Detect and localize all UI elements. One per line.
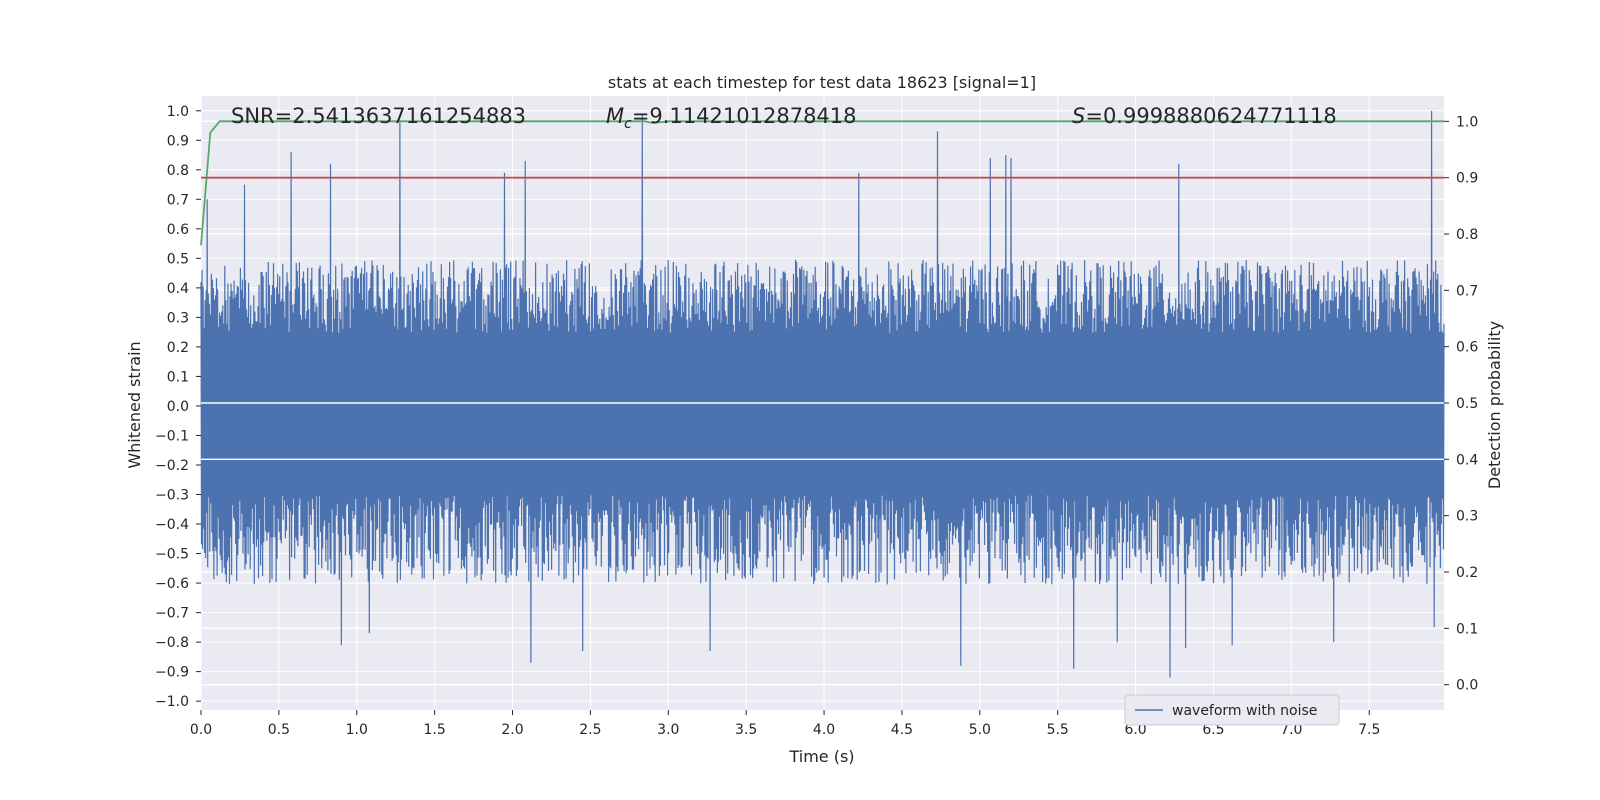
y2-axis-label: Detection probability (1485, 321, 1504, 489)
x-tick-label: 6.0 (1124, 722, 1146, 738)
y-tick-label: 0.3 (167, 310, 189, 326)
waveform-series (200, 110, 1445, 678)
waveform-line (200, 110, 1445, 678)
chart-title: stats at each timestep for test data 186… (608, 73, 1036, 92)
x-tick-label: 0.5 (268, 722, 290, 738)
x-tick-label: 3.0 (657, 722, 679, 738)
x-tick-label: 3.5 (735, 722, 757, 738)
y2-tick-label: 0.0 (1456, 678, 1478, 694)
y2-tick-label: 0.4 (1456, 452, 1478, 468)
y-tick-label: −0.3 (155, 488, 189, 504)
x-tick-label: 7.0 (1280, 722, 1302, 738)
x-tick-label: 5.0 (969, 722, 991, 738)
x-tick-label: 6.5 (1202, 722, 1224, 738)
x-tick-label: 2.5 (579, 722, 601, 738)
probability-series (200, 120, 1444, 246)
y-tick-label: −0.1 (155, 428, 189, 444)
x-tick-label: 5.5 (1047, 722, 1069, 738)
x-axis-ticks: 0.0 0.5 1.0 1.5 2.0 2.5 3.0 3.5 4.0 4.5 5.0 5.5 6.0 6… (190, 710, 1380, 738)
y-tick-label: 0.5 (167, 251, 189, 267)
y2-tick-label: 0.7 (1456, 283, 1478, 299)
y2-tick-label: 0.6 (1456, 340, 1478, 356)
y-axis-label: Whitened strain (125, 341, 144, 468)
y-tick-label: −0.8 (155, 635, 189, 651)
y-tick-label: 0.0 (167, 399, 189, 415)
y2-tick-label: 0.3 (1456, 509, 1478, 525)
legend: waveform with noise (1124, 694, 1340, 726)
y-tick-label: −1.0 (155, 694, 189, 710)
y-tick-label: 0.6 (167, 222, 189, 238)
x-tick-label: 4.5 (891, 722, 913, 738)
y-tick-label: 0.2 (167, 340, 189, 356)
y-tick-label: −0.4 (155, 517, 189, 533)
y-tick-label: 0.8 (167, 163, 189, 179)
x-tick-label: 1.5 (424, 722, 446, 738)
chirp-mass-annotation: Mc=9.11421012878418 (606, 104, 857, 132)
legend-box (1124, 694, 1340, 726)
chirp-mass-subscript: c (624, 116, 632, 132)
x-tick-label: 4.0 (813, 722, 835, 738)
score-symbol: S (1072, 104, 1085, 128)
detection-probability-line (200, 120, 1444, 246)
y2-tick-label: 0.2 (1456, 565, 1478, 581)
y-tick-label: −0.6 (155, 576, 189, 592)
score-annotation: S=0.9998880624771118 (1072, 104, 1337, 128)
waveform-dense-band (201, 346, 1444, 489)
y-tick-label: −0.5 (155, 547, 189, 563)
y2-tick-label: 0.9 (1456, 171, 1478, 187)
snr-annotation: SNR=2.5413637161254883 (231, 104, 526, 128)
y2-tick-label: 1.0 (1456, 114, 1478, 130)
chirp-mass-symbol: M (606, 104, 624, 128)
x-tick-label: 7.5 (1358, 722, 1380, 738)
y2-tick-label: 0.1 (1456, 621, 1478, 637)
legend-label-waveform: waveform with noise (1172, 703, 1317, 719)
y-tick-label: 0.9 (167, 133, 189, 149)
y-tick-label: −0.2 (155, 458, 189, 474)
x-axis-label: Time (s) (788, 747, 854, 766)
y-tick-label: 0.1 (167, 369, 189, 385)
y-tick-label: 1.0 (167, 104, 189, 120)
y2-axis-ticks: 1.0 0.9 0.8 0.7 0.6 0.5 0.4 0.3 0.2 0.1 0.0 (1444, 114, 1478, 694)
x-tick-label: 2.0 (501, 722, 523, 738)
y2-tick-label: 0.5 (1456, 396, 1478, 412)
y-tick-label: 0.7 (167, 192, 189, 208)
score-value: =0.9998880624771118 (1085, 104, 1336, 128)
y-axis-ticks: 1.0 0.9 0.8 0.7 0.6 0.5 0.4 0.3 0.2 0.1 0.0 −0.1 −0.… (155, 104, 201, 710)
x-tick-label: 1.0 (346, 722, 368, 738)
chirp-mass-value: =9.11421012878418 (632, 104, 857, 128)
y2-tick-label: 0.8 (1456, 227, 1478, 243)
y-tick-label: 0.4 (167, 281, 189, 297)
y-tick-label: −0.7 (155, 606, 189, 622)
x-tick-label: 0.0 (190, 722, 212, 738)
y-tick-label: −0.9 (155, 665, 189, 681)
